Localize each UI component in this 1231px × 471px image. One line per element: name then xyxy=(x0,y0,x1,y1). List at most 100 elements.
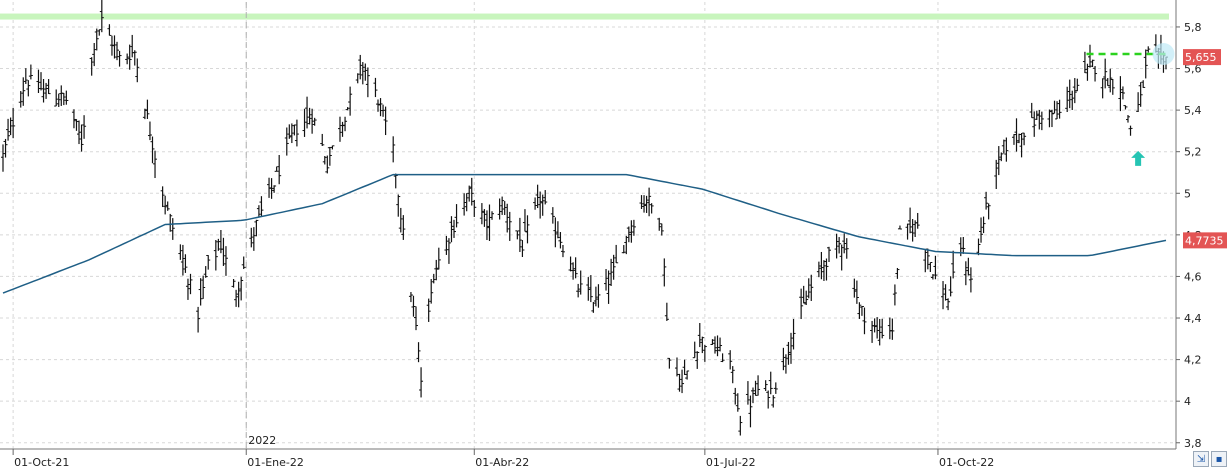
ohlc-bar xyxy=(434,259,439,281)
ohlc-bar xyxy=(568,256,573,272)
ohlc-bar xyxy=(631,219,636,236)
ohlc-bar xyxy=(578,270,583,295)
ohlc-bar xyxy=(337,116,342,142)
ohlc-bar xyxy=(178,244,183,260)
price-tick-label-7: 5,2 xyxy=(1184,146,1202,159)
last-price-label: 5,655 xyxy=(1185,51,1217,64)
time-tick-label-4: 01-Oct-22 xyxy=(939,456,994,469)
ohlc-bar xyxy=(500,196,505,215)
ohlc-bar xyxy=(23,68,28,84)
ohlc-bar xyxy=(535,184,540,209)
ohlc-bar xyxy=(287,124,292,139)
ohlc-bar xyxy=(586,277,591,301)
ohlc-bar xyxy=(968,267,973,293)
ohlc-bar xyxy=(74,118,79,131)
ohlc-bar xyxy=(941,281,946,310)
ohlc-bar xyxy=(685,370,690,380)
ohlc-bar xyxy=(340,121,345,137)
ohlc-bar xyxy=(398,207,403,233)
ohlc-bar xyxy=(201,275,206,299)
ohlc-bar xyxy=(809,274,814,301)
time-tick-label-0: 01-Oct-21 xyxy=(14,456,69,469)
ohlc-bar xyxy=(117,50,122,67)
time-tick-label-2: 01-Abr-22 xyxy=(475,456,529,469)
ohlc-bar xyxy=(786,341,791,365)
ohlc-bar xyxy=(834,233,839,259)
ohlc-bar xyxy=(1146,46,1151,53)
price-tick-label-3: 4,4 xyxy=(1184,312,1202,325)
ohlc-bar xyxy=(61,92,66,106)
ohlc-bar xyxy=(573,257,578,279)
ohlc-bar xyxy=(375,99,380,112)
ohlc-bar xyxy=(274,166,279,172)
ohlc-bar xyxy=(827,246,832,262)
ohlc-bar xyxy=(203,266,208,278)
ohlc-bar xyxy=(1022,132,1027,146)
ohlc-bar xyxy=(241,256,246,270)
ohlc-bar xyxy=(358,54,363,80)
ohlc-bar xyxy=(976,238,981,256)
ohlc-bar xyxy=(505,203,510,233)
ohlc-bar xyxy=(135,58,140,83)
ohlc-bar xyxy=(1029,102,1034,119)
ohlc-bar xyxy=(46,79,51,95)
ohlc-bar xyxy=(609,258,614,287)
ohlc-bar xyxy=(163,195,168,215)
ohlc-bar xyxy=(614,244,619,264)
ohlc-bar xyxy=(718,337,723,352)
ohlc-bar xyxy=(94,28,99,51)
ohlc-bar xyxy=(596,284,601,308)
ohlc-bar xyxy=(1082,51,1087,74)
fit-view-icon[interactable]: ⇲ xyxy=(1193,451,1209,467)
ohlc-bar xyxy=(310,108,315,134)
ohlc-bar xyxy=(674,357,679,377)
ohlc-bar xyxy=(720,353,725,363)
ohlc-bar xyxy=(115,41,120,61)
ohlc-bar xyxy=(880,318,885,339)
time-tick-label-1: 01-Ene-22 xyxy=(247,456,304,469)
ohlc-bar xyxy=(892,284,897,306)
ohlc-bar xyxy=(963,261,968,286)
ohlc-bar xyxy=(948,276,953,297)
ohlc-bar xyxy=(259,196,264,217)
ohlc-bar xyxy=(697,322,702,348)
ohlc-bar xyxy=(621,245,626,254)
ohlc-bar xyxy=(667,357,672,369)
ohlc-bar xyxy=(819,251,824,280)
ohlc-bar xyxy=(771,395,776,408)
ohlc-bar xyxy=(553,217,558,248)
ohlc-bar xyxy=(1067,79,1072,109)
ohlc-bar xyxy=(1087,44,1092,68)
ohlc-bar xyxy=(604,269,609,291)
ohlc-bar xyxy=(6,118,11,141)
ohlc-bar xyxy=(733,387,738,405)
ohlc-bar xyxy=(449,216,454,243)
ohlc-bar xyxy=(951,250,956,279)
ohlc-bar xyxy=(145,99,150,119)
ohlc-bar xyxy=(999,152,1004,162)
ohlc-bar xyxy=(82,115,87,139)
ohlc-bar xyxy=(77,120,82,145)
ohlc-bar xyxy=(269,178,274,199)
ohlc-bar xyxy=(525,215,530,244)
ohlc-bar xyxy=(611,254,616,280)
ohlc-bar xyxy=(198,278,203,306)
ohlc-bar xyxy=(180,244,185,276)
ohlc-bar xyxy=(216,238,221,251)
ohlc-bar xyxy=(789,332,794,364)
ohlc-bar xyxy=(36,69,41,94)
ohlc-bar xyxy=(1123,105,1128,110)
ohlc-bar xyxy=(482,209,487,227)
grid xyxy=(0,2,1176,449)
save-icon[interactable]: ▪ xyxy=(1211,451,1227,467)
ohlc-bar xyxy=(816,261,821,278)
ohlc-bar xyxy=(852,278,857,298)
ohlc-bar xyxy=(1075,78,1080,92)
ohlc-bar xyxy=(360,62,365,85)
ohlc-bar xyxy=(730,366,735,384)
ohlc-bar xyxy=(464,193,469,212)
ohlc-bar xyxy=(915,212,920,229)
ohlc-bar xyxy=(763,380,768,391)
ohlc-bar xyxy=(943,284,948,301)
ohlc-bar xyxy=(168,213,173,232)
